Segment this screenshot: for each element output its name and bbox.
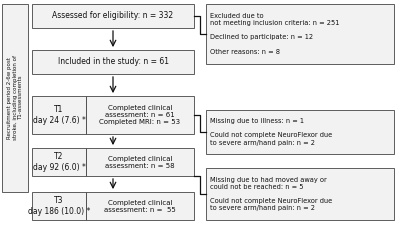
Bar xyxy=(32,96,86,134)
Bar xyxy=(32,50,194,74)
Text: Completed clinical
assessment: n = 58: Completed clinical assessment: n = 58 xyxy=(105,156,175,168)
Bar xyxy=(206,4,394,64)
Text: Missing due to illness: n = 1

Could not complete NeuroFlexor due
to severe arm/: Missing due to illness: n = 1 Could not … xyxy=(210,119,332,145)
Bar xyxy=(2,4,28,192)
Text: Assessed for eligibility: n = 332: Assessed for eligibility: n = 332 xyxy=(52,12,174,21)
Bar xyxy=(32,192,86,220)
Text: Completed clinical
assessment: n =  55: Completed clinical assessment: n = 55 xyxy=(104,199,176,212)
Bar xyxy=(206,110,394,154)
Text: Completed clinical
assessment: n = 61
Completed MRI: n = 53: Completed clinical assessment: n = 61 Co… xyxy=(100,105,180,125)
Text: Missing due to had moved away or
could not be reached: n = 5

Could not complete: Missing due to had moved away or could n… xyxy=(210,177,332,211)
Text: T2
day 92 (6.0) *: T2 day 92 (6.0) * xyxy=(32,152,86,172)
Text: T1
day 24 (7.6) *: T1 day 24 (7.6) * xyxy=(32,105,86,125)
Text: Included in the study: n = 61: Included in the study: n = 61 xyxy=(58,58,168,67)
Text: Excluded due to
not meeting inclusion criteria: n = 251

Declined to participate: Excluded due to not meeting inclusion cr… xyxy=(210,14,339,54)
Bar xyxy=(32,148,86,176)
Bar xyxy=(206,168,394,220)
Bar xyxy=(32,4,194,28)
Text: Recruitment period 2-6w post
stroke, including completion of
T1-assessments: Recruitment period 2-6w post stroke, inc… xyxy=(7,55,23,141)
Bar xyxy=(86,192,194,220)
Bar xyxy=(86,96,194,134)
Bar xyxy=(86,148,194,176)
Text: T3
day 186 (10.0) *: T3 day 186 (10.0) * xyxy=(28,196,90,216)
